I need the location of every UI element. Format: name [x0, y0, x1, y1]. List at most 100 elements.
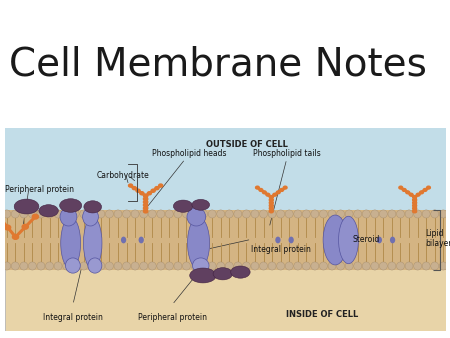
- Circle shape: [416, 193, 420, 196]
- Ellipse shape: [60, 208, 77, 226]
- Ellipse shape: [439, 262, 447, 270]
- Circle shape: [269, 210, 273, 213]
- Ellipse shape: [208, 262, 216, 270]
- Ellipse shape: [388, 262, 396, 270]
- Circle shape: [410, 193, 413, 196]
- Ellipse shape: [213, 268, 233, 280]
- Ellipse shape: [371, 210, 379, 218]
- Ellipse shape: [200, 262, 207, 270]
- Circle shape: [402, 189, 406, 191]
- Ellipse shape: [396, 210, 405, 218]
- Ellipse shape: [217, 262, 225, 270]
- Ellipse shape: [11, 210, 19, 218]
- Ellipse shape: [191, 210, 199, 218]
- Ellipse shape: [140, 210, 148, 218]
- Circle shape: [140, 192, 144, 195]
- Ellipse shape: [302, 210, 310, 218]
- Ellipse shape: [28, 210, 36, 218]
- Circle shape: [413, 201, 417, 204]
- Circle shape: [144, 200, 148, 204]
- Ellipse shape: [328, 210, 336, 218]
- Ellipse shape: [260, 262, 267, 270]
- Ellipse shape: [294, 262, 302, 270]
- Ellipse shape: [225, 210, 233, 218]
- Circle shape: [413, 207, 417, 210]
- Ellipse shape: [20, 210, 28, 218]
- Bar: [4, 210, 446, 270]
- Ellipse shape: [71, 262, 79, 270]
- Circle shape: [144, 210, 148, 213]
- Ellipse shape: [140, 262, 148, 270]
- Circle shape: [151, 189, 155, 192]
- Circle shape: [32, 214, 38, 219]
- Ellipse shape: [225, 262, 233, 270]
- Ellipse shape: [200, 210, 207, 218]
- Text: OUTSIDE OF CELL: OUTSIDE OF CELL: [206, 140, 288, 149]
- Ellipse shape: [11, 262, 19, 270]
- Ellipse shape: [54, 262, 62, 270]
- Circle shape: [413, 196, 417, 198]
- Circle shape: [280, 189, 284, 191]
- Ellipse shape: [396, 262, 405, 270]
- Ellipse shape: [345, 262, 353, 270]
- Circle shape: [399, 186, 403, 189]
- Ellipse shape: [88, 210, 96, 218]
- Ellipse shape: [84, 201, 102, 213]
- Ellipse shape: [61, 217, 81, 269]
- Ellipse shape: [234, 210, 242, 218]
- Ellipse shape: [131, 262, 139, 270]
- Ellipse shape: [83, 217, 102, 269]
- Ellipse shape: [174, 210, 182, 218]
- Circle shape: [148, 192, 151, 195]
- Ellipse shape: [3, 262, 11, 270]
- Ellipse shape: [234, 262, 242, 270]
- Ellipse shape: [390, 237, 395, 243]
- Circle shape: [413, 198, 417, 201]
- Circle shape: [144, 194, 148, 197]
- Ellipse shape: [277, 210, 284, 218]
- Circle shape: [406, 191, 410, 194]
- Ellipse shape: [54, 210, 62, 218]
- Ellipse shape: [371, 262, 379, 270]
- Ellipse shape: [431, 210, 439, 218]
- Text: Phospholipid heads: Phospholipid heads: [153, 149, 227, 158]
- Ellipse shape: [268, 262, 276, 270]
- Ellipse shape: [3, 210, 11, 218]
- Circle shape: [420, 191, 423, 194]
- Ellipse shape: [288, 237, 294, 243]
- Ellipse shape: [114, 210, 122, 218]
- Ellipse shape: [71, 210, 79, 218]
- Circle shape: [413, 204, 417, 207]
- Ellipse shape: [131, 210, 139, 218]
- Ellipse shape: [187, 208, 206, 226]
- Text: Integral protein: Integral protein: [43, 313, 103, 322]
- Ellipse shape: [148, 262, 156, 270]
- Circle shape: [276, 191, 280, 194]
- Ellipse shape: [388, 210, 396, 218]
- Ellipse shape: [302, 262, 310, 270]
- Ellipse shape: [105, 210, 113, 218]
- Ellipse shape: [405, 262, 413, 270]
- Ellipse shape: [88, 262, 96, 270]
- Ellipse shape: [231, 266, 250, 278]
- Circle shape: [269, 201, 273, 204]
- Ellipse shape: [217, 210, 225, 218]
- Circle shape: [256, 186, 259, 189]
- Ellipse shape: [320, 210, 328, 218]
- Ellipse shape: [405, 210, 413, 218]
- Ellipse shape: [338, 216, 358, 264]
- Circle shape: [266, 193, 270, 196]
- Text: INSIDE OF CELL: INSIDE OF CELL: [286, 310, 358, 319]
- Circle shape: [269, 204, 273, 207]
- Ellipse shape: [268, 210, 276, 218]
- Ellipse shape: [193, 258, 209, 273]
- Circle shape: [144, 194, 148, 197]
- Ellipse shape: [39, 205, 58, 217]
- Ellipse shape: [45, 262, 54, 270]
- Circle shape: [144, 203, 148, 207]
- Circle shape: [270, 196, 273, 198]
- Ellipse shape: [122, 262, 130, 270]
- Ellipse shape: [45, 210, 54, 218]
- Circle shape: [159, 184, 163, 187]
- Ellipse shape: [65, 258, 80, 273]
